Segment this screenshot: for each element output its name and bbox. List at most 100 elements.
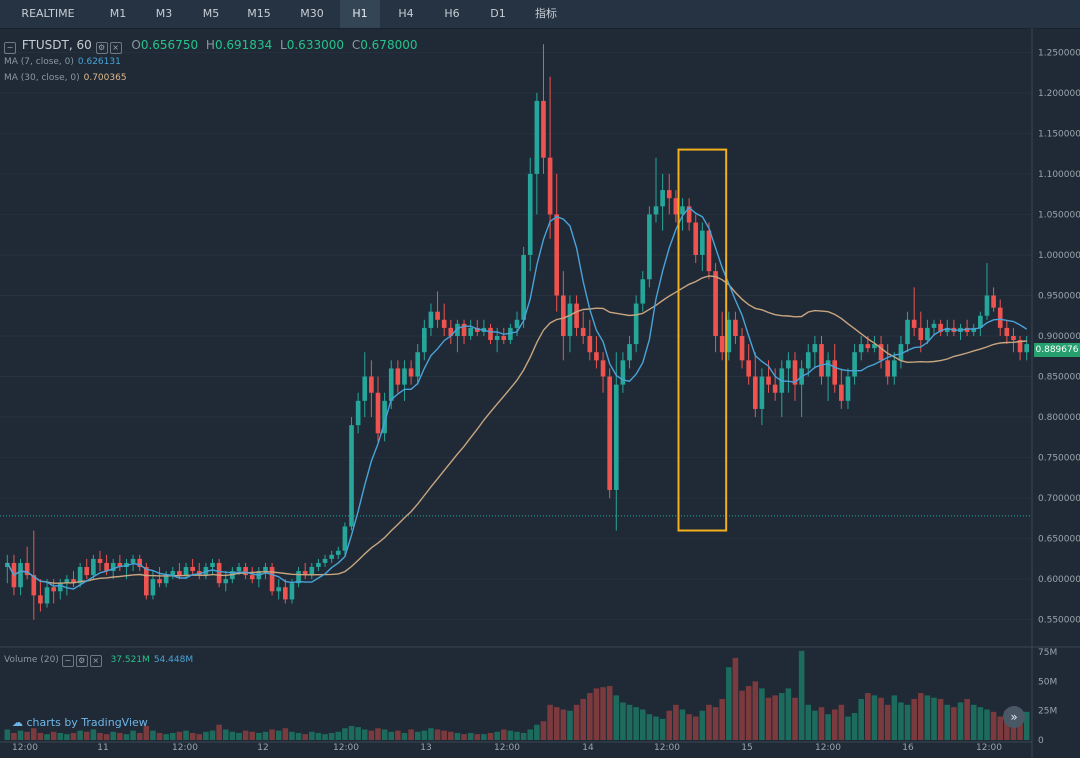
volume-bar — [494, 731, 500, 740]
volume-tick-label: 25M — [1038, 707, 1057, 717]
volume-bar — [527, 729, 534, 740]
tab-h1[interactable]: H1 — [340, 0, 380, 28]
volume-collapse-icon[interactable]: − — [61, 655, 74, 667]
candle-body — [997, 307, 1003, 328]
volume-bar — [1017, 716, 1023, 740]
volume-bar — [176, 731, 183, 740]
volume-bar — [580, 698, 586, 740]
volume-close-icon[interactable]: × — [89, 655, 102, 667]
close-label: C — [351, 38, 361, 52]
scroll-to-realtime-button[interactable]: » — [1003, 706, 1025, 728]
volume-bar — [944, 704, 951, 740]
candle-body — [468, 327, 473, 336]
price-tick-label: 1.000000 — [1038, 251, 1080, 261]
tab-indicators[interactable]: 指标 — [535, 7, 557, 20]
candle-body — [858, 344, 864, 353]
ma7-value: 0.626131 — [77, 57, 121, 67]
candle-body — [210, 562, 215, 567]
tradingview-branding[interactable]: ☁ charts by TradingView — [12, 716, 148, 729]
candle-body — [177, 571, 182, 576]
close-value: 0.678000 — [360, 38, 418, 52]
tab-m15[interactable]: M15 — [247, 7, 271, 20]
candle-body — [964, 327, 970, 332]
volume-value-b: 54.448M — [153, 655, 194, 665]
candle-body — [613, 384, 619, 490]
volume-bar — [560, 709, 567, 740]
candle-body — [309, 567, 315, 576]
candle-body — [408, 368, 414, 377]
tab-d1[interactable]: D1 — [490, 7, 506, 20]
candle-body — [143, 567, 149, 596]
volume-bar — [759, 688, 765, 740]
tab-m5[interactable]: M5 — [202, 7, 220, 20]
volume-bar — [262, 731, 269, 740]
volume-bar — [130, 730, 136, 740]
ma7-legend: MA (7, close, 0) 0.626131 — [4, 57, 121, 67]
candle-body — [355, 400, 361, 426]
tab-m30[interactable]: M30 — [300, 7, 324, 20]
candle-body — [561, 295, 566, 336]
ma30-value: 0.700365 — [83, 73, 127, 83]
candle-body — [567, 303, 573, 336]
volume-bar — [798, 650, 805, 740]
candle-body — [362, 376, 368, 401]
candle-body — [402, 368, 407, 385]
volume-bar — [282, 728, 289, 740]
candle-body — [825, 360, 831, 377]
candle-body — [342, 526, 348, 551]
tab-m3[interactable]: M3 — [155, 7, 173, 20]
candle-body — [382, 400, 387, 434]
settings-icon[interactable]: ⚙ — [95, 42, 108, 54]
volume-bar — [805, 704, 812, 740]
volume-bar — [706, 704, 712, 740]
volume-value-a: 37.521M — [110, 655, 150, 665]
tab-h6[interactable]: H6 — [444, 7, 460, 20]
volume-bar — [355, 727, 361, 740]
collapse-icon[interactable]: − — [4, 42, 16, 54]
candle-body — [726, 319, 732, 353]
time-tick-label: 15 — [741, 743, 752, 753]
volume-bar — [242, 730, 249, 740]
volume-label: Volume (20) — [4, 655, 59, 665]
tab-m1[interactable]: M1 — [109, 7, 127, 20]
high-label: H — [205, 38, 215, 52]
tab-h4[interactable]: H4 — [398, 7, 414, 20]
close-icon[interactable]: × — [109, 42, 122, 54]
time-tick-label: 12:00 — [815, 743, 841, 753]
volume-bar — [851, 713, 858, 740]
candle-body — [388, 368, 394, 401]
highlight-box — [677, 148, 728, 532]
candle-body — [4, 562, 10, 567]
candle-body — [733, 319, 738, 336]
ma30-line — [6, 275, 1027, 584]
volume-bar — [189, 732, 196, 740]
time-tick-label: 13 — [420, 743, 431, 753]
volume-settings-icon[interactable]: ⚙ — [75, 655, 88, 667]
candle-body — [984, 295, 990, 316]
price-tick-label: 0.750000 — [1038, 454, 1080, 464]
volume-bar — [83, 731, 90, 740]
volume-bar — [309, 731, 315, 740]
volume-bar — [732, 657, 739, 740]
price-tick-label: 0.600000 — [1038, 575, 1080, 585]
time-tick-label: 12 — [257, 743, 268, 753]
volume-bar — [964, 698, 970, 740]
volume-bar — [289, 731, 295, 740]
candle-body — [805, 352, 811, 369]
volume-bar — [692, 716, 699, 740]
price-chart[interactable]: 0.550000 0.600000 0.650000 0.700000 0.750000… — [0, 28, 1080, 758]
time-tick-label: 12:00 — [976, 743, 1002, 753]
candle-body — [719, 336, 725, 353]
volume-bar — [11, 732, 17, 740]
candle-body — [91, 558, 96, 576]
price-tick-label: 1.250000 — [1038, 48, 1080, 58]
volume-bar — [375, 728, 381, 740]
candle-body — [190, 567, 195, 572]
volume-bar — [984, 709, 990, 740]
volume-bar — [143, 725, 150, 740]
volume-bar — [567, 710, 573, 740]
candle-body — [435, 311, 440, 320]
volume-bar — [163, 734, 169, 740]
tab-realtime[interactable]: REALTIME — [21, 7, 75, 20]
volume-bar — [408, 729, 414, 740]
